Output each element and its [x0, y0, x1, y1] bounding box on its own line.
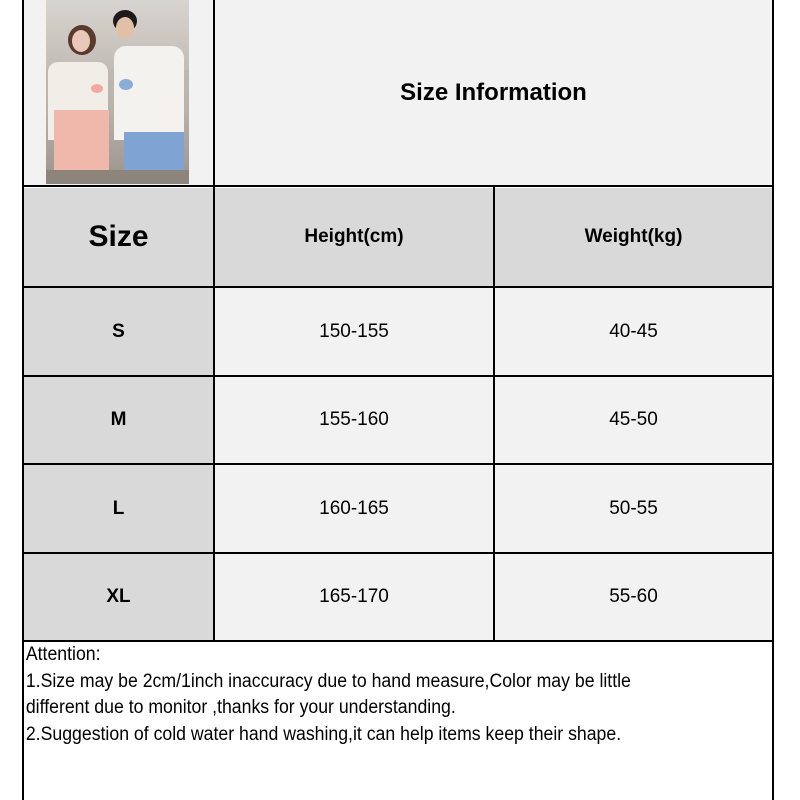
title-cell: Size Information	[215, 0, 772, 186]
attention-notes: Attention: 1.Size may be 2cm/1inch inacc…	[24, 642, 720, 800]
header-size: Size	[24, 188, 213, 286]
divider	[22, 552, 774, 554]
weight-cell: 50-55	[609, 497, 658, 519]
weight-cell: 45-50	[609, 409, 658, 430]
divider	[22, 463, 774, 465]
divider	[22, 185, 774, 187]
divider	[22, 640, 774, 642]
column-header-weight: Weight(kg)	[584, 226, 683, 247]
height-cell: 150-155	[319, 320, 389, 342]
note-line: 1.Size may be 2cm/1inch inaccuracy due t…	[25, 670, 631, 692]
column-header-height: Height(cm)	[304, 226, 404, 247]
height-cell: 160-165	[319, 497, 389, 519]
weight-cell: 55-60	[609, 586, 658, 607]
note-line: different due to monitor ,thanks for you…	[25, 697, 456, 718]
header-height: Height(cm)	[215, 188, 493, 286]
divider	[493, 186, 495, 640]
size-cell: L	[112, 497, 125, 519]
product-photo	[46, 0, 189, 184]
size-chart	[22, 0, 774, 800]
weight-cell: 40-45	[609, 320, 658, 342]
height-cell: 155-160	[319, 409, 389, 430]
divider	[213, 0, 215, 640]
notes-heading: Attention:	[25, 644, 101, 665]
note-line: 2.Suggestion of cold water hand washing,…	[25, 723, 622, 745]
divider	[22, 286, 774, 288]
size-cell: S	[112, 320, 125, 342]
divider	[22, 375, 774, 377]
page-title: Size Information	[400, 79, 587, 106]
column-header-size: Size	[88, 220, 149, 253]
size-cell: XL	[106, 586, 131, 607]
height-cell: 165-170	[319, 586, 389, 607]
size-cell: M	[110, 409, 127, 430]
header-weight: Weight(kg)	[495, 188, 772, 286]
